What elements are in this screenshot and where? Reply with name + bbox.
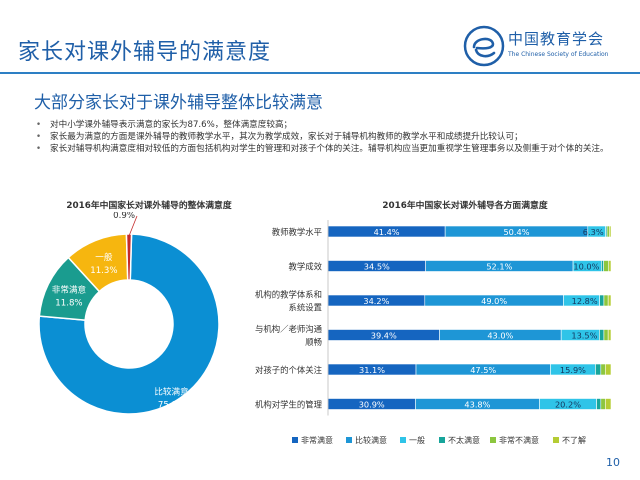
bullet-item: 对中小学课外辅导表示满意的家长为87.6%，整体满意度较高； xyxy=(36,119,616,131)
donut-value-label: 0.9% xyxy=(113,212,135,221)
bar-value-label: 43.0% xyxy=(487,330,513,340)
bar-segment xyxy=(609,225,612,238)
bar-segment xyxy=(600,363,606,376)
stacked-bar-chart: 教师教学水平 41.4% 50.4% 6.3% 教学成效 34.5% 52.1% 10.0% 机… xyxy=(255,220,612,445)
category-label: 系统设置 xyxy=(289,303,323,313)
category-label: 教师教学水平 xyxy=(272,227,322,237)
donut-category-label: 非常满意 xyxy=(52,283,86,295)
legend-swatch xyxy=(553,437,559,443)
bar-segment xyxy=(605,398,612,410)
category-label: 机构的教学体系和 xyxy=(255,290,322,300)
donut-value-label: 75.8% xyxy=(158,401,185,411)
bar-value-label: 15.9% xyxy=(560,365,586,375)
leader-line xyxy=(128,215,138,237)
bar-chart-title: 2016年中国家长对课外辅导各方面满意度 xyxy=(382,201,548,211)
legend-swatch xyxy=(292,437,298,443)
bar-value-label: 47.5% xyxy=(470,365,496,375)
donut-value-label: 11.3% xyxy=(90,266,117,276)
legend-label: 不太满意 xyxy=(448,435,480,445)
category-label: 顺畅 xyxy=(305,337,322,347)
legend-label: 不了解 xyxy=(562,435,586,445)
bar-segment xyxy=(595,363,602,376)
bar-value-label: 49.0% xyxy=(481,296,507,306)
bar-value-label: 50.4% xyxy=(503,227,529,237)
bar-segment xyxy=(599,294,605,307)
bar-segment xyxy=(599,329,605,341)
category-label: 机构对学生的管理 xyxy=(255,400,323,410)
legend-label: 比较满意 xyxy=(355,435,387,445)
bar-segment xyxy=(603,329,609,341)
legend-swatch xyxy=(439,437,445,443)
bullet-item: 家长对辅导机构满意度相对较低的方面包括机构对学生的管理和对孩子个体的关注。辅导机… xyxy=(36,143,616,155)
bar-segment xyxy=(603,260,610,272)
slide-subtitle: 大部分家长对于课外辅导整体比较满意 xyxy=(34,93,323,113)
bar-segment xyxy=(603,294,609,307)
bar-segment xyxy=(606,225,610,238)
bar-segment xyxy=(605,363,612,376)
bar-value-label: 10.0% xyxy=(573,261,599,271)
bar-value-label: 13.5% xyxy=(571,330,597,340)
donut-slice xyxy=(125,233,133,281)
logo-name-en: The Chinese Society of Education xyxy=(508,51,609,58)
bar-value-label: 34.2% xyxy=(363,296,389,306)
title-divider xyxy=(0,72,640,74)
csoe-e-logo-icon xyxy=(463,25,505,67)
bullet-item: 家长最为满意的方面是课外辅导的教师教学水平，其次为教学成效，家长对于辅导机构教师… xyxy=(36,131,616,143)
bar-value-label: 31.1% xyxy=(359,365,385,375)
legend-swatch xyxy=(490,437,496,443)
category-label: 对孩子的个体关注 xyxy=(255,365,323,375)
slide-title: 家长对课外辅导的满意度 xyxy=(18,40,272,65)
org-logo: 中国教育学会 The Chinese Society of Education xyxy=(462,24,632,68)
bar-value-label: 20.2% xyxy=(555,399,581,409)
bar-segment xyxy=(607,329,612,341)
bar-value-label: 34.5% xyxy=(364,261,390,271)
page-number: 10 xyxy=(606,456,620,469)
bar-value-label: 43.8% xyxy=(464,399,490,409)
bar-segment xyxy=(601,260,604,272)
bar-value-label: 41.4% xyxy=(374,227,400,237)
bar-value-label: 39.4% xyxy=(371,330,397,340)
bar-value-label: 12.8% xyxy=(572,296,598,306)
logo-name-cn: 中国教育学会 xyxy=(508,30,605,48)
bullet-list: 对中小学课外辅导表示满意的家长为87.6%，整体满意度较高； 家长最为满意的方面… xyxy=(36,119,616,155)
legend-label: 一般 xyxy=(409,435,425,445)
donut-slice xyxy=(38,233,220,415)
bar-value-label: 30.9% xyxy=(359,399,385,409)
donut-category-label: 比较满意 xyxy=(154,386,188,398)
category-label: 与机构／老师沟通 xyxy=(255,324,323,334)
bar-value-label: 6.3% xyxy=(583,227,604,237)
donut-category-label: 一般 xyxy=(95,251,113,263)
bar-value-label: 52.1% xyxy=(486,261,512,271)
donut-value-label: 11.8% xyxy=(55,298,82,308)
category-label: 教学成效 xyxy=(289,262,323,272)
legend-label: 非常满意 xyxy=(301,435,333,445)
bar-segment xyxy=(600,398,606,410)
legend-swatch xyxy=(400,437,406,443)
bar-segment xyxy=(608,260,612,272)
bar-segment xyxy=(596,398,602,410)
legend-swatch xyxy=(346,437,352,443)
bar-segment xyxy=(607,294,612,307)
legend-label: 非常不满意 xyxy=(499,435,539,445)
donut-chart-title: 2016年中国家长对课外辅导的整体满意度 xyxy=(66,201,232,211)
